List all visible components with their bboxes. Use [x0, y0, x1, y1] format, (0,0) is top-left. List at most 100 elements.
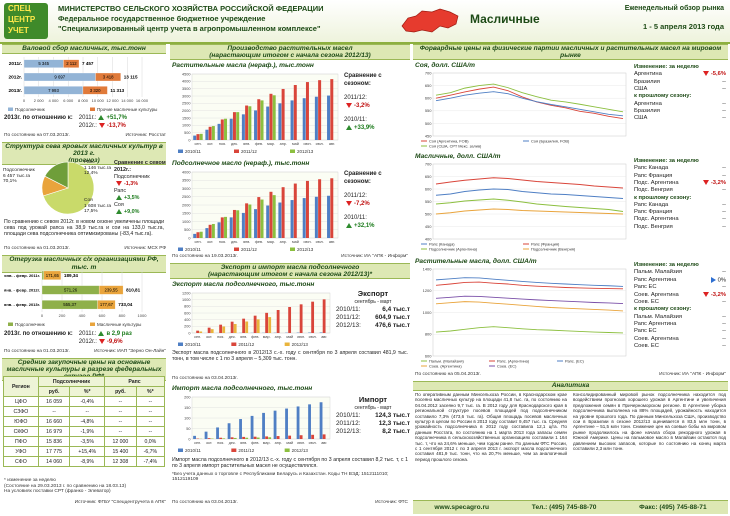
change-list: Изменение: за неделю Аргентина -5,6% Бразил… [634, 64, 726, 122]
pie-label-area: 1 608 тыс.га [84, 203, 112, 209]
pie-label: Рапс 1 146 тыс.га 12,4% [84, 160, 114, 177]
x-tick-label: сен. [194, 142, 201, 146]
compare-value: +9,0% [124, 209, 140, 215]
legend-swatch [178, 448, 183, 452]
bar [230, 437, 234, 439]
list-row: Рапс Канада -- [634, 165, 726, 172]
total-label: 7 457 [82, 61, 94, 66]
bar [219, 437, 223, 439]
bar [193, 435, 196, 439]
compare-key: 2012г.: [78, 123, 97, 129]
data-label: 171,65 [46, 273, 60, 278]
date-note: По состоянию на 01.03.2013г. [4, 246, 70, 251]
x-tick-label: янв. [240, 335, 247, 339]
compare-key: 2012г.: [78, 339, 97, 345]
y-tick-label: 100 [184, 416, 190, 420]
bar [319, 402, 323, 439]
bar [196, 232, 200, 238]
table-cell: СКФО [3, 426, 39, 437]
section-title: Форвардные цены на физические партии мас… [413, 44, 728, 60]
bar [211, 126, 215, 140]
table-row: УФО 17 775 +15,4% 15 400 -6,7% [3, 446, 166, 457]
table-cell: +15,4% [69, 446, 106, 457]
list-name: Подс. Аргентина [634, 179, 679, 186]
y-tick-label: 0 [188, 236, 190, 240]
price-line [435, 295, 624, 305]
list-value: -- [722, 165, 726, 172]
summary-key: 2011/12: [336, 420, 361, 427]
y-tick-label: 450 [425, 224, 432, 229]
table-head: Рапс [104, 376, 165, 387]
bar [330, 178, 334, 238]
list-value: -- [722, 85, 726, 92]
x-tick-label: апр. [280, 240, 287, 244]
list-name: Пальм. Малайзия [634, 269, 682, 276]
period: 1 - 5 апреля 2013 года [643, 22, 724, 31]
list-value-wrap: -- [722, 314, 726, 321]
x-tick-label: окт. [206, 441, 212, 445]
bar [230, 321, 234, 333]
legend-label: Соя (США, СРТ Мекс. залив) [429, 143, 482, 148]
bar [278, 202, 282, 238]
x-tick-label: 0 [41, 313, 44, 318]
legend-label: 2012/13 [297, 149, 314, 154]
x-tick-label: 16 000 [136, 98, 149, 103]
bar [285, 408, 288, 439]
table-cell: -8,9% [69, 456, 106, 467]
pie-label-name: Подсолнечник [3, 168, 35, 173]
summary-key: 2010/11: [336, 412, 361, 419]
bar [272, 195, 276, 238]
footnote: На условиях поставки СРТ (франко - Элева… [4, 489, 111, 495]
table-cell: -- [104, 396, 137, 407]
x-tick-label: июл. [316, 142, 324, 146]
bar [233, 437, 237, 439]
x-tick-label: авг. [329, 240, 335, 244]
y-tick-label: 4000 [182, 170, 190, 174]
x-tick-label: 6 000 [63, 98, 74, 103]
bar [269, 191, 273, 238]
list-row: США -- [634, 86, 726, 93]
plot-area [191, 73, 339, 141]
bar-segment [95, 72, 121, 82]
list-value: -- [722, 209, 726, 216]
pie-label-share: 12,4% [84, 171, 98, 177]
bar [318, 179, 322, 238]
list-row: Аргентина -5,6% [634, 71, 726, 78]
bar [327, 195, 331, 238]
legend-label: Рапс (Канада) [429, 241, 455, 246]
list-row: Подс. Аргентина -3,2% [634, 179, 726, 187]
bar-segment [82, 86, 108, 95]
list-value: 0% [717, 277, 726, 284]
bar [217, 222, 221, 238]
bar [311, 301, 315, 333]
compare-key: 2011/12: [344, 193, 367, 199]
compare-value: -3,2% [354, 103, 370, 109]
list-value-wrap: -- [722, 343, 726, 350]
data-label: 3 320 [90, 88, 101, 93]
org-line: "Специализированный центр учета в агропр… [58, 24, 321, 33]
org-line: Федеральное государственное бюджетное уч… [58, 14, 266, 23]
footnote: (Состояние на 29.03.2013 г. по сравнению… [4, 483, 127, 489]
y-tick-label: 2500 [182, 195, 190, 199]
bar [288, 435, 292, 439]
bar [276, 310, 280, 333]
list-value-wrap: -- [722, 216, 726, 223]
category-label: янв. - февр. 2013г. [4, 302, 40, 307]
list-row: Пальм. Малайзия -- [634, 314, 726, 321]
y-tick-label: 0 [188, 331, 190, 335]
sunflower-oil-production-chart: 0 500 1000 1500 2000 2500 3000 3500 4000 сен. окт.… [178, 170, 339, 252]
table-cell: 16 979 [37, 426, 71, 437]
russia-map-icon [401, 8, 459, 33]
y-tick-label: 550 [425, 199, 432, 204]
date-note: По состоянию на 19.03.2013г. [172, 254, 238, 259]
table-subhead: %* [135, 386, 166, 397]
pie-label-share: 17,5% [84, 209, 98, 215]
y-tick-label: 650 [425, 83, 432, 88]
list-value: -- [722, 223, 726, 230]
y-tick-label: 1200 [423, 288, 433, 293]
bar [273, 410, 277, 439]
source: Источник: ИА "АПК - Информ" [659, 372, 726, 377]
source: Источник: ИА "АПК - Информ" [341, 254, 408, 259]
footnote: *Без учета данных о торговле с Республик… [172, 472, 389, 482]
bar [311, 434, 315, 439]
